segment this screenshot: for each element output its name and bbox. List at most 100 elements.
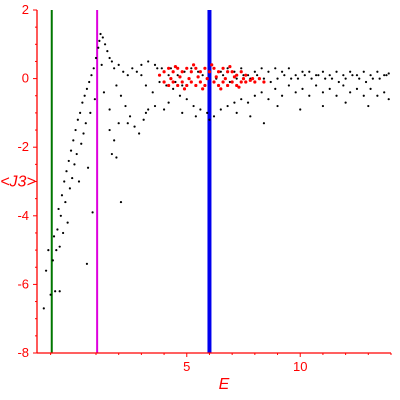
black-data-point xyxy=(138,132,141,135)
black-data-point xyxy=(97,46,100,49)
black-data-point xyxy=(233,70,236,73)
black-data-point xyxy=(260,67,263,70)
black-data-point xyxy=(65,170,68,173)
red-data-point xyxy=(176,83,180,88)
red-data-point xyxy=(185,66,189,70)
black-data-point xyxy=(147,60,150,63)
black-data-point xyxy=(52,235,56,238)
black-data-point xyxy=(242,74,245,77)
black-data-point xyxy=(147,108,150,111)
black-data-point xyxy=(351,74,354,77)
black-data-point xyxy=(185,98,188,101)
red-data-point xyxy=(212,66,216,70)
black-data-point xyxy=(151,91,154,94)
black-data-point xyxy=(228,80,231,84)
black-data-point xyxy=(283,74,286,77)
red-data-point xyxy=(203,83,207,88)
red-data-point xyxy=(180,70,184,74)
black-data-point xyxy=(226,67,229,70)
black-data-point xyxy=(110,152,113,156)
black-data-point xyxy=(160,67,163,70)
black-data-point xyxy=(249,115,252,118)
black-data-point xyxy=(84,122,87,125)
black-data-point xyxy=(369,74,372,77)
red-data-point xyxy=(185,83,189,88)
red-data-point xyxy=(196,75,200,79)
black-data-point xyxy=(192,104,195,108)
black-data-point xyxy=(126,74,129,77)
black-data-point xyxy=(167,74,170,77)
black-data-point xyxy=(190,67,193,70)
black-data-point xyxy=(274,87,277,90)
ticks-layer: 2 0 -2 -4 -6 -8 5 10 xyxy=(17,2,392,374)
black-data-point xyxy=(364,80,368,84)
black-data-point xyxy=(308,70,311,73)
black-data-point xyxy=(321,91,325,94)
red-data-point xyxy=(257,77,261,81)
black-data-point xyxy=(376,94,379,97)
black-data-point xyxy=(219,108,222,111)
black-data-point xyxy=(176,74,179,77)
black-data-point xyxy=(287,67,290,70)
black-data-point xyxy=(128,115,132,118)
red-data-point xyxy=(198,70,202,74)
black-data-point xyxy=(44,269,48,272)
black-data-point xyxy=(324,77,327,80)
y-tick-label: -2 xyxy=(17,139,29,154)
red-data-point xyxy=(167,66,171,70)
black-data-point xyxy=(126,122,129,125)
black-data-point xyxy=(362,70,365,73)
black-data-point xyxy=(178,94,182,97)
black-data-point xyxy=(73,163,76,166)
red-data-point xyxy=(194,66,198,70)
black-data-point xyxy=(63,180,66,183)
black-data-point xyxy=(75,152,78,156)
black-data-point xyxy=(86,166,90,169)
black-data-point xyxy=(83,94,86,97)
red-data-point xyxy=(171,80,175,84)
red-data-point xyxy=(162,70,166,74)
black-data-point xyxy=(317,74,320,77)
black-data-point xyxy=(280,94,284,97)
black-data-point xyxy=(335,70,338,73)
black-data-point xyxy=(117,63,120,66)
black-data-point xyxy=(262,122,266,125)
black-data-point xyxy=(85,262,89,265)
black-data-point xyxy=(158,80,161,84)
red-data-point xyxy=(250,77,255,81)
red-data-point xyxy=(167,83,171,88)
black-data-point xyxy=(91,211,94,214)
red-data-point xyxy=(239,80,243,84)
black-data-point xyxy=(267,70,270,73)
black-data-point xyxy=(290,77,293,80)
black-data-point xyxy=(82,132,85,135)
black-data-point xyxy=(269,80,272,84)
black-data-point xyxy=(253,94,256,97)
black-data-point xyxy=(142,118,145,121)
red-data-point xyxy=(169,77,173,81)
red-data-point xyxy=(226,70,230,74)
black-data-point xyxy=(328,87,331,90)
black-data-point xyxy=(67,159,70,163)
black-data-point xyxy=(93,98,96,101)
y-tick-label: 0 xyxy=(22,71,29,86)
black-data-point xyxy=(102,91,106,94)
red-data-point xyxy=(248,78,252,82)
red-data-point xyxy=(226,83,230,88)
black-data-point xyxy=(267,98,270,101)
red-data-point xyxy=(235,73,239,77)
black-data-point xyxy=(172,87,175,90)
red-data-point xyxy=(176,66,180,70)
black-data-point xyxy=(108,128,111,132)
black-data-point xyxy=(240,67,243,70)
black-data-point xyxy=(344,77,347,80)
black-data-point xyxy=(371,77,374,80)
black-data-point xyxy=(58,290,61,293)
y-tick-label: -8 xyxy=(17,345,29,360)
black-data-point xyxy=(117,122,120,125)
black-data-point xyxy=(299,108,302,111)
black-data-point xyxy=(280,70,284,73)
red-data-point xyxy=(235,83,239,88)
